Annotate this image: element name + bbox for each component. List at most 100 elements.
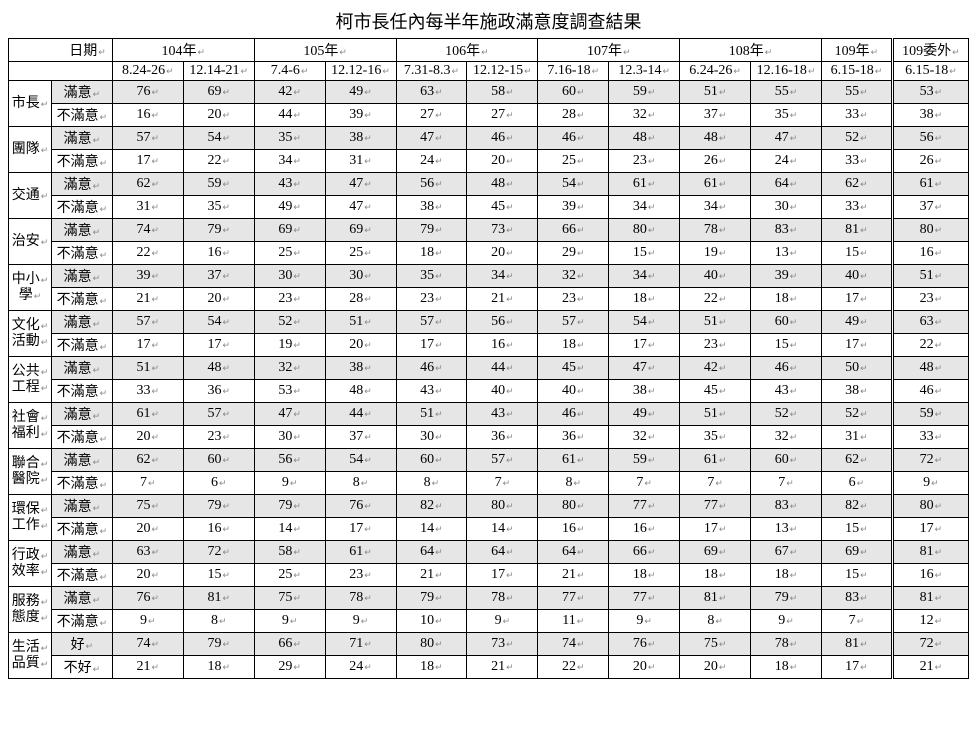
value-sat: 38↵ (325, 357, 396, 380)
row-label-unsat: 不滿意↵ (52, 518, 113, 541)
value-unsat: 26↵ (892, 150, 968, 173)
value-unsat: 16↵ (183, 518, 254, 541)
value-sat: 61↵ (680, 449, 751, 472)
value-sat: 42↵ (254, 81, 325, 104)
value-sat: 69↵ (821, 541, 892, 564)
value-unsat: 21↵ (112, 656, 183, 679)
value-unsat: 40↵ (467, 380, 538, 403)
value-sat: 43↵ (254, 173, 325, 196)
header-period: 12.12-16↵ (325, 62, 396, 81)
header-year: 108年↵ (680, 39, 822, 62)
value-sat: 52↵ (821, 403, 892, 426)
header-period: 6.15-18↵ (821, 62, 892, 81)
value-sat: 63↵ (892, 311, 968, 334)
value-sat: 73↵ (467, 219, 538, 242)
value-unsat: 7↵ (821, 610, 892, 633)
value-unsat: 28↵ (538, 104, 609, 127)
value-unsat: 30↵ (254, 426, 325, 449)
value-sat: 75↵ (112, 495, 183, 518)
value-sat: 57↵ (112, 311, 183, 334)
category-label: 文化↵活動↵ (9, 311, 52, 357)
row-label-unsat: 不滿意↵ (52, 610, 113, 633)
value-unsat: 9↵ (325, 610, 396, 633)
value-sat: 57↵ (396, 311, 467, 334)
row-label-sat: 滿意↵ (52, 541, 113, 564)
value-unsat: 17↵ (112, 334, 183, 357)
category-label: 團隊↵ (9, 127, 52, 173)
value-sat: 61↵ (325, 541, 396, 564)
value-unsat: 20↵ (609, 656, 680, 679)
value-unsat: 33↵ (892, 426, 968, 449)
header-period: 7.4-6↵ (254, 62, 325, 81)
value-unsat: 17↵ (680, 518, 751, 541)
value-sat: 42↵ (680, 357, 751, 380)
value-unsat: 23↵ (680, 334, 751, 357)
header-year: 105年↵ (254, 39, 396, 62)
value-sat: 61↵ (609, 173, 680, 196)
value-unsat: 8↵ (396, 472, 467, 495)
value-sat: 60↵ (538, 81, 609, 104)
value-sat: 56↵ (892, 127, 968, 150)
value-sat: 64↵ (751, 173, 822, 196)
row-label-sat: 滿意↵ (52, 311, 113, 334)
value-unsat: 15↵ (183, 564, 254, 587)
value-sat: 76↵ (112, 587, 183, 610)
value-sat: 59↵ (609, 81, 680, 104)
value-sat: 79↵ (183, 495, 254, 518)
value-sat: 62↵ (821, 449, 892, 472)
value-unsat: 20↵ (467, 150, 538, 173)
value-unsat: 17↵ (609, 334, 680, 357)
value-sat: 75↵ (254, 587, 325, 610)
header-year: 109委外↵ (892, 39, 968, 62)
row-label-unsat: 不滿意↵ (52, 104, 113, 127)
value-sat: 79↵ (751, 587, 822, 610)
category-label: 行政↵效率↵ (9, 541, 52, 587)
value-sat: 46↵ (751, 357, 822, 380)
row-label-sat: 滿意↵ (52, 173, 113, 196)
value-unsat: 19↵ (254, 334, 325, 357)
value-sat: 57↵ (112, 127, 183, 150)
value-sat: 73↵ (467, 633, 538, 656)
value-unsat: 15↵ (821, 242, 892, 265)
value-unsat: 21↵ (892, 656, 968, 679)
value-unsat: 37↵ (325, 426, 396, 449)
value-sat: 71↵ (325, 633, 396, 656)
value-sat: 61↵ (112, 403, 183, 426)
value-sat: 66↵ (254, 633, 325, 656)
table-header: 日期↵104年↵105年↵106年↵107年↵108年↵109年↵109委外↵8… (9, 39, 969, 81)
value-unsat: 15↵ (609, 242, 680, 265)
value-sat: 55↵ (821, 81, 892, 104)
value-sat: 80↵ (396, 633, 467, 656)
value-sat: 72↵ (183, 541, 254, 564)
value-unsat: 9↵ (751, 610, 822, 633)
value-sat: 39↵ (751, 265, 822, 288)
value-unsat: 9↵ (112, 610, 183, 633)
category-label: 公共↵工程↵ (9, 357, 52, 403)
value-unsat: 22↵ (112, 242, 183, 265)
value-sat: 54↵ (183, 127, 254, 150)
value-sat: 80↵ (609, 219, 680, 242)
value-sat: 54↵ (609, 311, 680, 334)
value-sat: 49↵ (325, 81, 396, 104)
value-unsat: 16↵ (892, 242, 968, 265)
row-label-unsat: 不滿意↵ (52, 288, 113, 311)
header-date: 日期↵ (9, 39, 113, 62)
value-sat: 46↵ (467, 127, 538, 150)
value-sat: 47↵ (254, 403, 325, 426)
value-unsat: 33↵ (821, 104, 892, 127)
row-label-unsat: 不好↵ (52, 656, 113, 679)
value-unsat: 24↵ (325, 656, 396, 679)
value-unsat: 8↵ (680, 610, 751, 633)
value-sat: 51↵ (112, 357, 183, 380)
value-unsat: 16↵ (892, 564, 968, 587)
value-unsat: 9↵ (254, 472, 325, 495)
value-sat: 48↵ (609, 127, 680, 150)
value-sat: 63↵ (396, 81, 467, 104)
value-unsat: 32↵ (609, 104, 680, 127)
value-unsat: 9↵ (467, 610, 538, 633)
value-sat: 77↵ (609, 495, 680, 518)
header-year: 104年↵ (112, 39, 254, 62)
value-unsat: 26↵ (680, 150, 751, 173)
value-sat: 69↵ (325, 219, 396, 242)
value-sat: 35↵ (254, 127, 325, 150)
